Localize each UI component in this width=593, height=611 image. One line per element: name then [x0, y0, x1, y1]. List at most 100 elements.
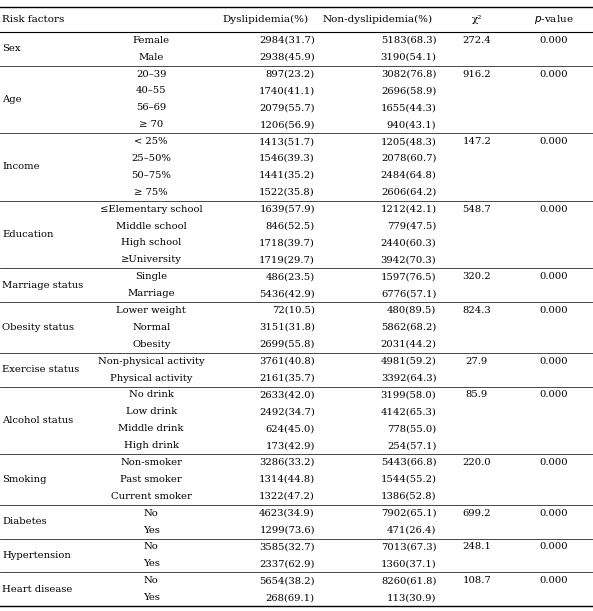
Text: 2161(35.7): 2161(35.7): [259, 373, 315, 382]
Text: 1205(48.3): 1205(48.3): [381, 137, 436, 146]
Text: Non-dyslipidemia(%): Non-dyslipidemia(%): [323, 15, 433, 24]
Text: 248.1: 248.1: [463, 543, 491, 552]
Text: 3761(40.8): 3761(40.8): [259, 357, 315, 365]
Text: 5183(68.3): 5183(68.3): [381, 35, 436, 45]
Text: 0.000: 0.000: [540, 357, 568, 365]
Text: 471(26.4): 471(26.4): [387, 525, 436, 535]
Text: 4981(59.2): 4981(59.2): [381, 357, 436, 365]
Text: Marriage status: Marriage status: [2, 280, 84, 290]
Text: 0.000: 0.000: [540, 458, 568, 467]
Text: 1546(39.3): 1546(39.3): [259, 154, 315, 163]
Text: Obesity: Obesity: [132, 340, 170, 349]
Text: Yes: Yes: [143, 560, 160, 568]
Text: Exercise status: Exercise status: [2, 365, 79, 374]
Text: 1655(44.3): 1655(44.3): [381, 103, 436, 112]
Text: 4142(65.3): 4142(65.3): [381, 408, 436, 416]
Text: Lower weight: Lower weight: [116, 306, 186, 315]
Text: 3585(32.7): 3585(32.7): [259, 543, 315, 552]
Text: $p$-value: $p$-value: [534, 13, 574, 26]
Text: 0.000: 0.000: [540, 576, 568, 585]
Text: 7902(65.1): 7902(65.1): [381, 509, 436, 518]
Text: 1322(47.2): 1322(47.2): [259, 492, 315, 501]
Text: 0.000: 0.000: [540, 70, 568, 78]
Text: 40–55: 40–55: [136, 86, 167, 95]
Text: No: No: [144, 509, 158, 518]
Text: 2440(60.3): 2440(60.3): [381, 238, 436, 247]
Text: Obesity status: Obesity status: [2, 323, 74, 332]
Text: 3082(76.8): 3082(76.8): [381, 70, 436, 78]
Text: Dyslipidemia(%): Dyslipidemia(%): [222, 15, 308, 24]
Text: 3151(31.8): 3151(31.8): [259, 323, 315, 332]
Text: 1360(37.1): 1360(37.1): [381, 560, 436, 568]
Text: 0.000: 0.000: [540, 205, 568, 214]
Text: ≥ 75%: ≥ 75%: [135, 188, 168, 197]
Text: 0.000: 0.000: [540, 390, 568, 400]
Text: 846(52.5): 846(52.5): [266, 222, 315, 230]
Text: 7013(67.3): 7013(67.3): [381, 543, 436, 552]
Text: 6776(57.1): 6776(57.1): [381, 289, 436, 298]
Text: 940(43.1): 940(43.1): [387, 120, 436, 129]
Text: 2984(31.7): 2984(31.7): [259, 35, 315, 45]
Text: 1386(52.8): 1386(52.8): [381, 492, 436, 501]
Text: 2606(64.2): 2606(64.2): [381, 188, 436, 197]
Text: Middle school: Middle school: [116, 222, 187, 230]
Text: 4623(34.9): 4623(34.9): [259, 509, 315, 518]
Text: 2938(45.9): 2938(45.9): [259, 53, 315, 62]
Text: 72(10.5): 72(10.5): [272, 306, 315, 315]
Text: ≥ 70: ≥ 70: [139, 120, 163, 129]
Text: 624(45.0): 624(45.0): [266, 424, 315, 433]
Text: 916.2: 916.2: [463, 70, 491, 78]
Text: 173(42.9): 173(42.9): [266, 441, 315, 450]
Text: 486(23.5): 486(23.5): [266, 273, 315, 281]
Text: 2699(55.8): 2699(55.8): [259, 340, 315, 349]
Text: 779(47.5): 779(47.5): [387, 222, 436, 230]
Text: 480(89.5): 480(89.5): [387, 306, 436, 315]
Text: Alcohol status: Alcohol status: [2, 416, 74, 425]
Text: 0.000: 0.000: [540, 137, 568, 146]
Text: Normal: Normal: [132, 323, 170, 332]
Text: High drink: High drink: [124, 441, 178, 450]
Text: 1206(56.9): 1206(56.9): [259, 120, 315, 129]
Text: No: No: [144, 576, 158, 585]
Text: Education: Education: [2, 230, 54, 239]
Text: 2078(60.7): 2078(60.7): [381, 154, 436, 163]
Text: 1719(29.7): 1719(29.7): [259, 255, 315, 265]
Text: Yes: Yes: [143, 593, 160, 602]
Text: χ²: χ²: [471, 15, 482, 24]
Text: 1441(35.2): 1441(35.2): [259, 171, 315, 180]
Text: 85.9: 85.9: [466, 390, 488, 400]
Text: 147.2: 147.2: [463, 137, 491, 146]
Text: Past smoker: Past smoker: [120, 475, 182, 484]
Text: Yes: Yes: [143, 525, 160, 535]
Text: 27.9: 27.9: [466, 357, 488, 365]
Text: 3392(64.3): 3392(64.3): [381, 373, 436, 382]
Text: 2337(62.9): 2337(62.9): [259, 560, 315, 568]
Text: 0.000: 0.000: [540, 273, 568, 281]
Text: 897(23.2): 897(23.2): [266, 70, 315, 78]
Text: 8260(61.8): 8260(61.8): [381, 576, 436, 585]
Text: Sex: Sex: [2, 44, 21, 53]
Text: 5436(42.9): 5436(42.9): [259, 289, 315, 298]
Text: 1718(39.7): 1718(39.7): [259, 238, 315, 247]
Text: 1740(41.1): 1740(41.1): [259, 86, 315, 95]
Text: 1314(44.8): 1314(44.8): [259, 475, 315, 484]
Text: Male: Male: [139, 53, 164, 62]
Text: Physical activity: Physical activity: [110, 373, 192, 382]
Text: 5862(68.2): 5862(68.2): [381, 323, 436, 332]
Text: 220.0: 220.0: [463, 458, 491, 467]
Text: 268(69.1): 268(69.1): [266, 593, 315, 602]
Text: Diabetes: Diabetes: [2, 517, 47, 526]
Text: 272.4: 272.4: [463, 35, 491, 45]
Text: 0.000: 0.000: [540, 35, 568, 45]
Text: 3942(70.3): 3942(70.3): [381, 255, 436, 265]
Text: 0.000: 0.000: [540, 509, 568, 518]
Text: ≤Elementary school: ≤Elementary school: [100, 205, 203, 214]
Text: 1212(42.1): 1212(42.1): [380, 205, 436, 214]
Text: Non-smoker: Non-smoker: [120, 458, 182, 467]
Text: 548.7: 548.7: [463, 205, 491, 214]
Text: 1299(73.6): 1299(73.6): [259, 525, 315, 535]
Text: 2484(64.8): 2484(64.8): [381, 171, 436, 180]
Text: 2079(55.7): 2079(55.7): [259, 103, 315, 112]
Text: 3286(33.2): 3286(33.2): [259, 458, 315, 467]
Text: Current smoker: Current smoker: [111, 492, 192, 501]
